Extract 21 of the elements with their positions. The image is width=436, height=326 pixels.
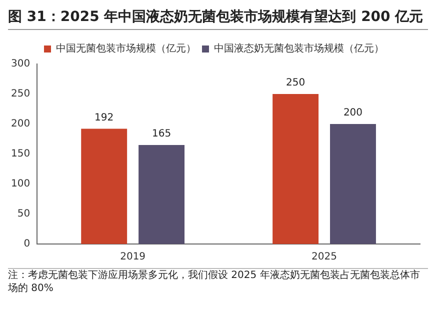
y-tick-label: 50: [17, 208, 30, 220]
chart-title: 图 31：2025 年中国液态奶无菌包装市场规模有望达到 200 亿元: [8, 8, 428, 30]
x-tick-label: 2019: [120, 252, 146, 263]
text: 注：考虑无菌包装下游应用场景多元化，我们假设 2025 年液态奶无菌包装占无菌包装总体市场的 80%: [8, 268, 428, 295]
y-tick-label: 200: [10, 118, 30, 130]
legend-label: 中国液态奶无菌包装市场规模（亿元）: [214, 42, 384, 55]
bar: [272, 94, 319, 244]
data-label: 200: [343, 108, 363, 119]
y-tick-label: 300: [10, 58, 30, 70]
data-label: 192: [94, 112, 114, 124]
bar: [81, 128, 128, 244]
bar: [138, 145, 185, 244]
legend-label: 中国无菌包装市场规模（亿元）: [56, 42, 196, 55]
y-tick-label: 100: [10, 178, 30, 190]
data-label: 250: [286, 78, 306, 89]
bar: [330, 124, 376, 244]
y-tick-label: 150: [10, 148, 30, 160]
data-label: 165: [152, 128, 172, 140]
x-tick-label: 2025: [312, 252, 337, 263]
y-tick-label: 250: [10, 88, 30, 100]
y-tick-label: 0: [24, 238, 30, 250]
